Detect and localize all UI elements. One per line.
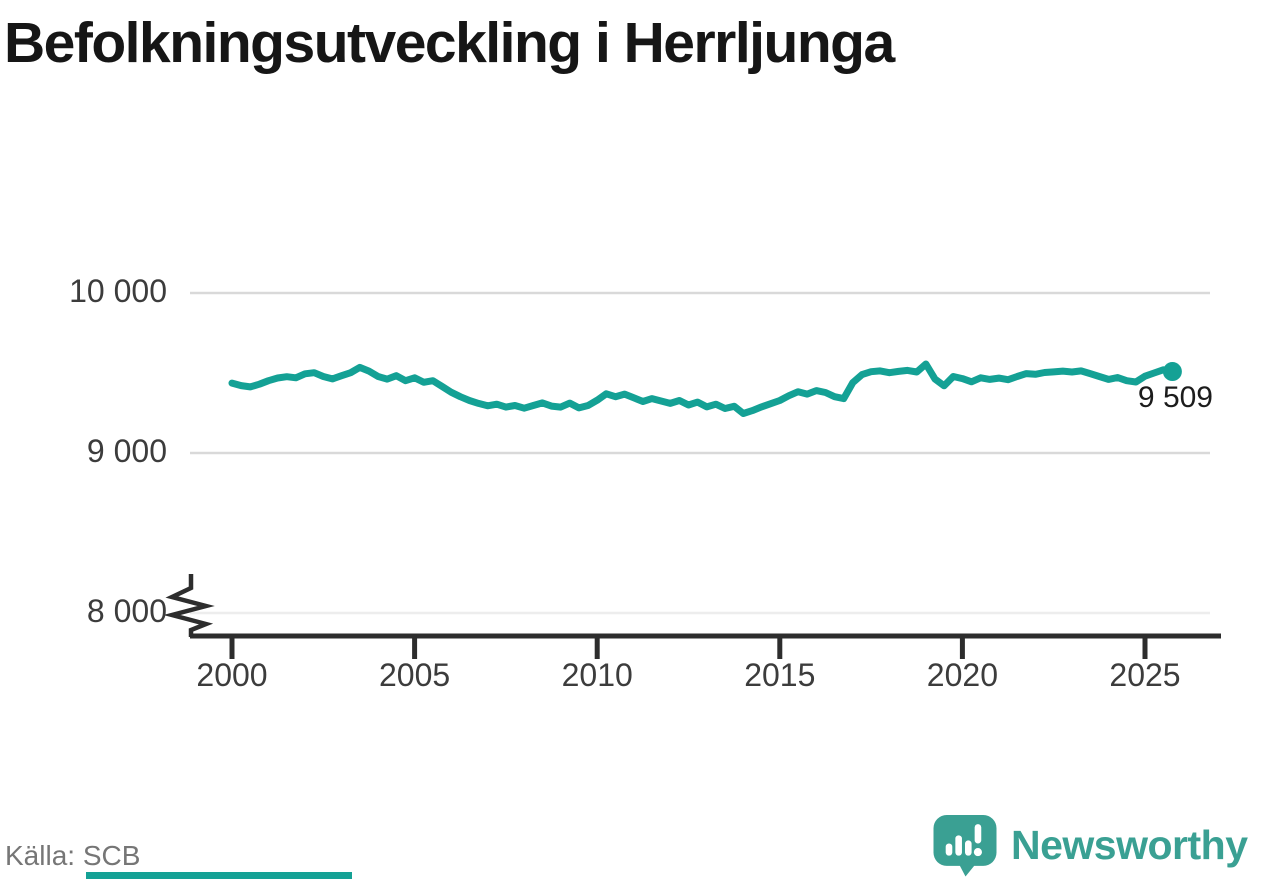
latest-value-dot — [1162, 362, 1182, 382]
bar-chart-bar-icon — [965, 840, 972, 856]
bar-chart-bar-icon — [955, 835, 962, 856]
brand-accent-bar — [86, 872, 352, 879]
y-axis-tick-label: 10 000 — [69, 273, 167, 310]
chart-title: Befolkningsutveckling i Herrljunga — [4, 11, 895, 75]
source-note: Källa: SCB — [5, 840, 141, 871]
exclamation-dot-icon — [973, 848, 982, 857]
x-axis-tick-label: 2020 — [926, 657, 998, 693]
newsworthy-logo: Newsworthy — [932, 814, 1248, 877]
latest-value-label: 9 509 — [1137, 381, 1213, 414]
x-axis-tick-label: 2005 — [379, 657, 451, 693]
bar-chart-bar-icon — [945, 843, 953, 856]
axis-break-icon — [163, 574, 215, 637]
exclamation-stem-icon — [974, 824, 982, 844]
x-axis-tick-label: 2015 — [744, 657, 816, 693]
brand-name: Newsworthy — [1011, 822, 1248, 868]
y-axis-tick-label: 8 000 — [86, 593, 167, 630]
x-axis-tick-label: 2000 — [196, 657, 268, 693]
newsworthy-bubble-icon — [933, 815, 997, 877]
population-line — [228, 360, 1176, 417]
x-axis-tick-label: 2010 — [561, 657, 633, 693]
x-axis-tick-label: 2025 — [1109, 657, 1181, 693]
y-axis-tick-label: 9 000 — [86, 433, 167, 470]
